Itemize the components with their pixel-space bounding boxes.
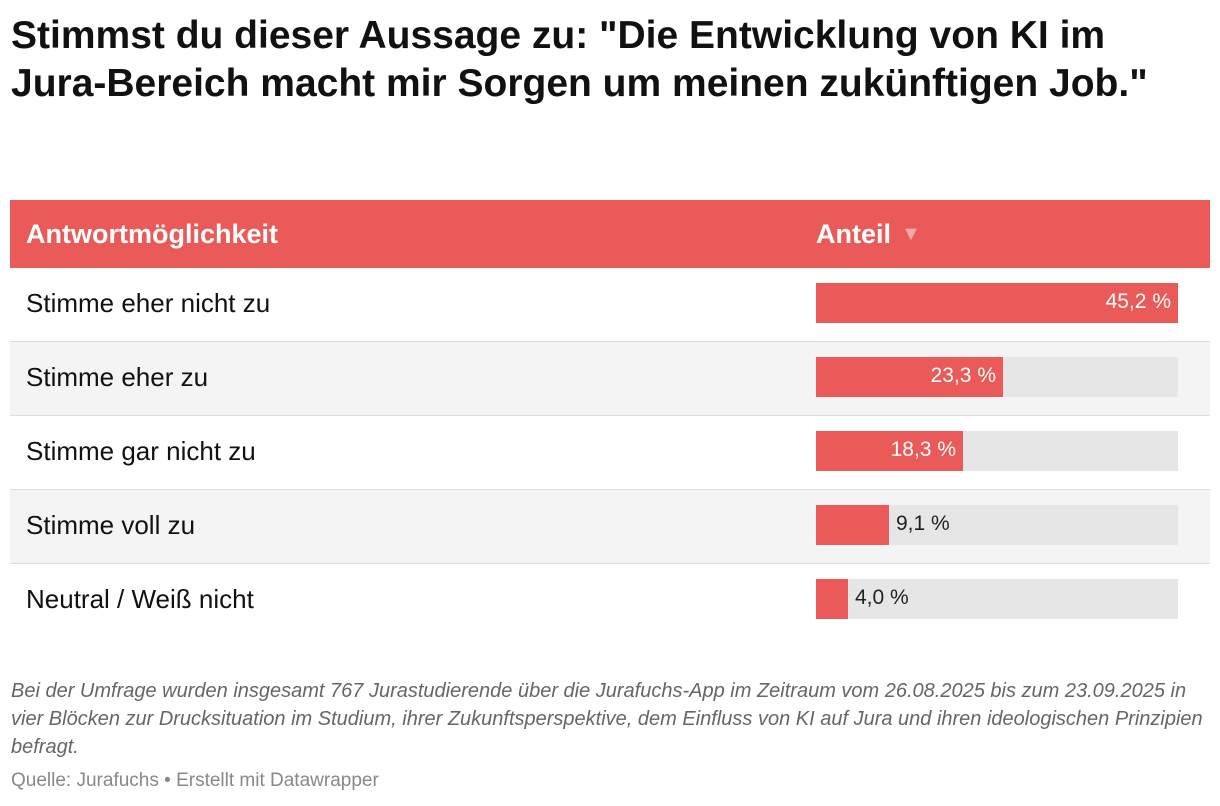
column-header-share[interactable]: Anteil ▼ bbox=[816, 219, 921, 250]
bar-value-label: 18,3 % bbox=[890, 438, 956, 461]
column-header-share-label: Anteil bbox=[816, 219, 892, 249]
sort-down-icon[interactable]: ▼ bbox=[901, 223, 921, 245]
chart-title: Stimmst du dieser Aussage zu: "Die Entwi… bbox=[11, 14, 1148, 105]
bar-value-label: 45,2 % bbox=[1105, 290, 1171, 313]
row-label: Stimme voll zu bbox=[26, 510, 196, 540]
bar-track: 18,3 % bbox=[816, 431, 1178, 471]
bar bbox=[816, 283, 1178, 323]
table-body: Stimme eher nicht zu 45,2 % Stimme eher zu… bbox=[10, 268, 1210, 637]
bar bbox=[816, 357, 1003, 397]
bar bbox=[816, 579, 848, 619]
row-label: Stimme eher nicht zu bbox=[26, 288, 271, 318]
table-row: Neutral / Weiß nicht 4,0 % bbox=[10, 564, 1210, 637]
row-label: Stimme eher zu bbox=[26, 362, 209, 392]
table-row: Stimme gar nicht zu 18,3 % bbox=[10, 416, 1210, 490]
table-row: Stimme eher nicht zu 45,2 % bbox=[10, 268, 1210, 342]
column-header-answer[interactable]: Antwortmöglichkeit bbox=[26, 219, 279, 249]
bar-value-label: 4,0 % bbox=[855, 586, 909, 609]
table-row: Stimme eher zu 23,3 % bbox=[10, 342, 1210, 416]
bar-track: 23,3 % bbox=[816, 357, 1178, 397]
bar bbox=[816, 505, 889, 545]
table-row: Stimme voll zu 9,1 % bbox=[10, 490, 1210, 564]
bar bbox=[816, 431, 963, 471]
bar-track: 4,0 % bbox=[816, 579, 1178, 619]
chart-note: Bei der Umfrage wurden insgesamt 767 Jur… bbox=[11, 680, 1203, 758]
bar-value-label: 23,3 % bbox=[930, 364, 996, 387]
bar-track: 9,1 % bbox=[816, 505, 1178, 545]
bar-value-label: 9,1 % bbox=[896, 512, 950, 535]
bar-track: 45,2 % bbox=[816, 283, 1178, 323]
table-header: Antwortmöglichkeit Anteil ▼ bbox=[10, 200, 1210, 268]
chart-source: Quelle: Jurafuchs • Erstellt mit Datawra… bbox=[11, 770, 379, 791]
data-table: Antwortmöglichkeit Anteil ▼ Stimme eher … bbox=[10, 200, 1210, 637]
row-label: Neutral / Weiß nicht bbox=[26, 584, 254, 614]
row-label: Stimme gar nicht zu bbox=[26, 436, 256, 466]
